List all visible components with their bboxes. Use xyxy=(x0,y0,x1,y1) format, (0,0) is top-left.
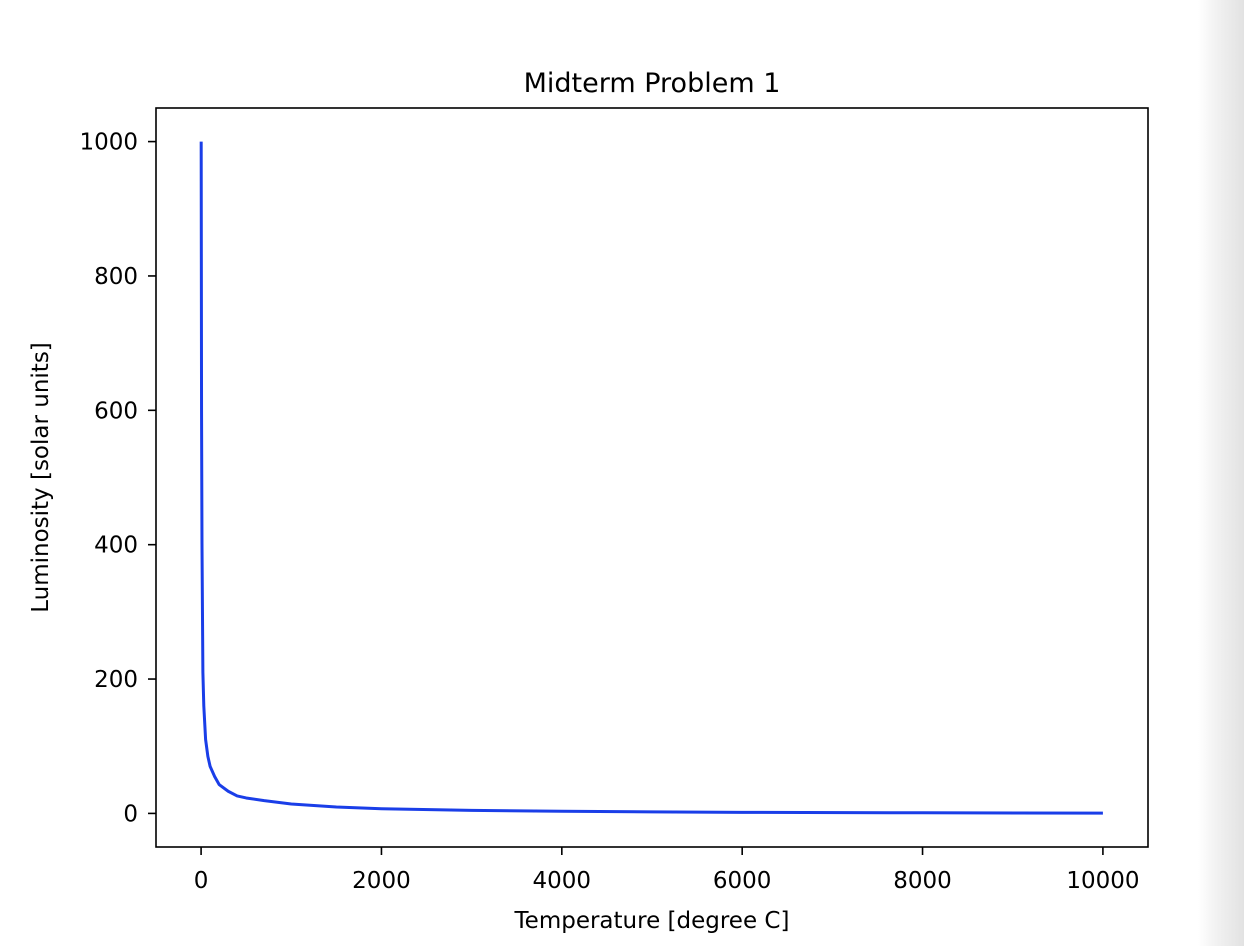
series-layer xyxy=(199,141,1103,815)
x-tick-label: 10000 xyxy=(1066,868,1139,894)
plot-frame xyxy=(155,107,1149,848)
x-tick-label: 2000 xyxy=(352,868,411,894)
x-tick-label: 0 xyxy=(194,868,209,894)
series-line-1 xyxy=(199,141,1103,815)
y-axis-label: Luminosity [solar units] xyxy=(28,342,54,613)
x-tick-label: 6000 xyxy=(713,868,772,894)
ticks-layer: 0 2000 4000 6000 8000 10000 0 200 400 600 800 1000 xyxy=(79,130,1139,894)
x-axis-label: Temperature [degree C] xyxy=(514,908,790,934)
y-tick-label: 1000 xyxy=(79,130,138,156)
x-tick-label: 8000 xyxy=(893,868,952,894)
x-tick-label: 4000 xyxy=(533,868,592,894)
y-tick-label: 400 xyxy=(94,533,138,559)
y-tick-label: 600 xyxy=(94,398,138,424)
page-edge-shadow xyxy=(1198,0,1244,946)
chart-title: Midterm Problem 1 xyxy=(524,68,781,99)
y-tick-label: 200 xyxy=(94,667,138,693)
y-tick-label: 0 xyxy=(123,801,138,827)
y-tick-label: 800 xyxy=(94,264,138,290)
